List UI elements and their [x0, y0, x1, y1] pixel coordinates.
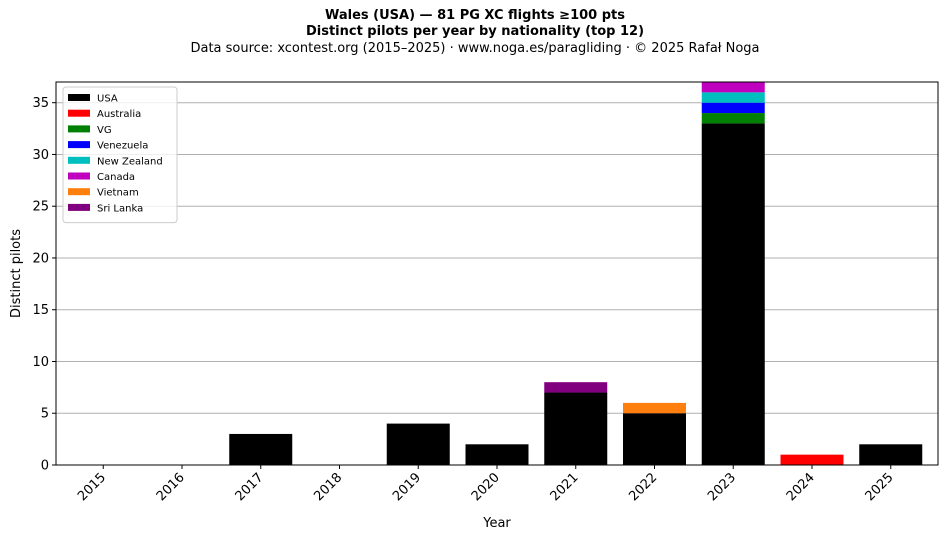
bar-usa-2022: [623, 413, 686, 465]
bar-usa-2019: [386, 423, 450, 465]
legend-swatch: [68, 203, 90, 211]
y-axis-ticks: 0 5 10 15 20 25 30 35: [32, 96, 56, 474]
legend-swatch: [68, 156, 90, 164]
chart-subtitle: Distinct pilots per year by nationality …: [305, 24, 645, 39]
legend-label: USA: [97, 94, 118, 105]
x-tick-label: 2022: [626, 470, 660, 504]
bar-sri-lanka-2021: [544, 382, 608, 393]
x-tick-label: 2020: [469, 470, 503, 504]
x-tick-label: 2021: [548, 470, 582, 504]
legend-label: Venezuela: [97, 141, 148, 152]
y-axis-label: Distinct pilots: [9, 229, 24, 318]
legend-swatch: [68, 94, 90, 101]
bars: [229, 82, 923, 466]
bar-australia-2024: [780, 454, 844, 465]
bar-usa-2021: [544, 392, 608, 465]
x-axis-ticks: 2015 2016 2017 2018 2019 2020 2021 2022 2023 2024…: [75, 465, 897, 504]
legend-swatch: [68, 109, 90, 117]
legend-label: Canada: [97, 172, 135, 183]
legend-box: [62, 86, 178, 224]
chart-title: Wales (USA) — 81 PG XC flights ≥100 pts: [324, 8, 625, 23]
bar-canada-2023: [701, 82, 765, 93]
legend-swatch: [68, 125, 90, 133]
bar-usa-2023: [701, 123, 765, 466]
chart-titles: Wales (USA) — 81 PG XC flights ≥100 pts …: [0, 8, 950, 57]
legend-label: Australia: [97, 109, 141, 120]
x-axis-label: Year: [482, 516, 511, 531]
bar-vietnam-2022: [623, 402, 686, 414]
y-tick-label: 15: [32, 303, 49, 318]
legend-label: New Zealand: [97, 156, 163, 167]
x-tick-label: 2023: [705, 470, 739, 504]
x-tick-label: 2024: [784, 470, 818, 504]
y-tick-label: 10: [32, 355, 49, 370]
bar-usa-2020: [465, 444, 529, 465]
x-tick-label: 2017: [233, 470, 267, 504]
chart-source: Data source: xcontest.org (2015–2025) · …: [190, 41, 760, 56]
bar-usa-2025: [859, 444, 923, 465]
y-tick-label: 25: [32, 200, 49, 215]
legend-swatch: [68, 188, 90, 196]
legend-swatch: [68, 172, 90, 180]
plot-frame: [55, 81, 939, 466]
grid-lines: [56, 102, 938, 414]
legend: USA Australia VG Venezuela New Zealand Canada…: [62, 86, 178, 224]
legend-label: VG: [97, 125, 112, 136]
y-tick-label: 20: [32, 251, 49, 266]
y-tick-label: 35: [32, 96, 49, 111]
x-tick-label: 2018: [311, 470, 345, 504]
bar-vg-2023: [701, 113, 765, 124]
x-tick-label: 2016: [154, 470, 188, 504]
y-tick-label: 0: [41, 459, 49, 474]
x-tick-label: 2025: [863, 470, 897, 504]
y-tick-label: 5: [41, 407, 49, 422]
bar-new-zealand-2023: [701, 92, 765, 103]
bar-usa-2017: [229, 433, 293, 465]
x-tick-label: 2015: [75, 470, 109, 504]
legend-label: Sri Lanka: [97, 203, 143, 214]
legend-label: Vietnam: [97, 188, 139, 199]
y-tick-label: 30: [32, 148, 49, 163]
legend-swatch: [68, 141, 90, 149]
x-tick-label: 2019: [390, 470, 424, 504]
bar-venezuela-2023: [701, 102, 765, 114]
